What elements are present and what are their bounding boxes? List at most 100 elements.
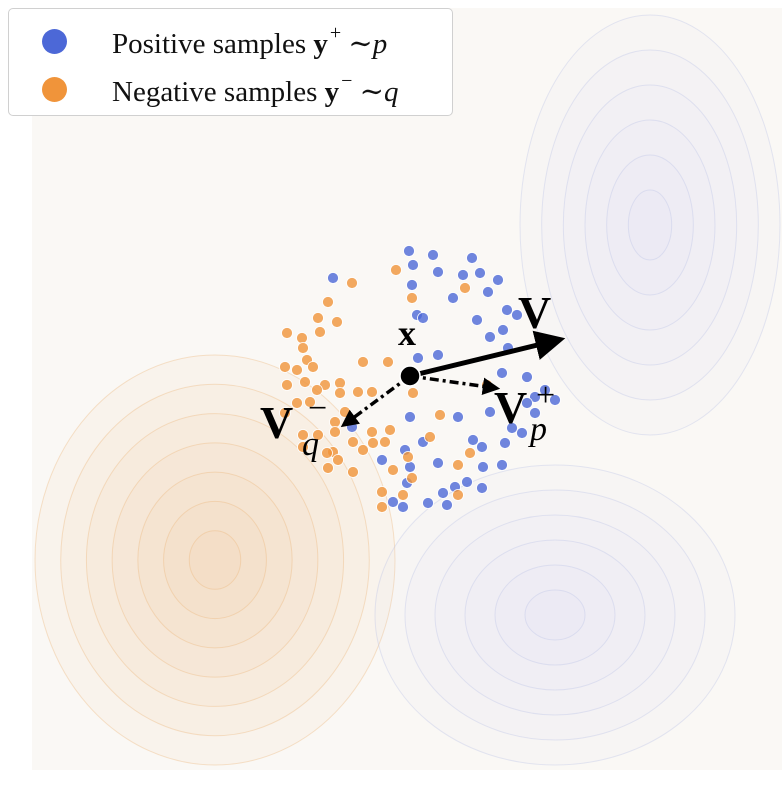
positive-sample-point: [539, 384, 551, 396]
anchor-point-x: [399, 365, 421, 387]
vector-arrow-vp: [409, 374, 501, 395]
positive-marker-icon: [42, 28, 67, 54]
positive-sample-point: [403, 245, 415, 257]
negative-sample-point: [279, 361, 291, 373]
negative-sample-point: [297, 342, 309, 354]
negative-sample-point: [464, 447, 476, 459]
negative-sample-point: [312, 312, 324, 324]
positive-sample-point: [506, 422, 518, 434]
negative-sample-point: [397, 489, 409, 501]
positive-sample-point: [466, 252, 478, 264]
legend-positive-text: Positive samples: [112, 27, 307, 60]
negative-sample-point: [314, 326, 326, 338]
legend-item-negative: Negative samples y − ∼q: [9, 69, 452, 109]
positive-sample-point: [497, 324, 509, 336]
negative-sample-point: [406, 472, 418, 484]
negative-density-contour: [111, 442, 319, 678]
negative-sample-point: [329, 426, 341, 438]
positive-sample-point: [484, 331, 496, 343]
negative-sample-point: [406, 292, 418, 304]
positive-density-contour: [374, 464, 736, 766]
positive-sample-point: [467, 434, 479, 446]
negative-sample-point: [390, 264, 402, 276]
negative-sample-point: [347, 466, 359, 478]
negative-sample-point: [321, 447, 333, 459]
legend-negative-var: y: [324, 75, 340, 108]
legend: Positive samples y + ∼p Negative samples …: [8, 8, 453, 116]
positive-sample-point: [529, 391, 541, 403]
positive-sample-point: [457, 269, 469, 281]
positive-sample-point: [492, 274, 504, 286]
negative-sample-point: [304, 396, 316, 408]
negative-sample-point: [291, 397, 303, 409]
density-contours: [34, 14, 781, 766]
negative-sample-point: [331, 316, 343, 328]
positive-sample-point: [484, 406, 496, 418]
label-vp: V + p: [494, 379, 555, 447]
label-vq-sup: −: [308, 390, 328, 427]
negative-sample-point: [434, 409, 446, 421]
positive-sample-point: [549, 394, 561, 406]
positive-sample-point: [499, 437, 511, 449]
positive-density-contour: [519, 14, 781, 436]
label-vp-sup: +: [536, 377, 556, 414]
negative-sample-point: [311, 384, 323, 396]
negative-sample-point: [322, 296, 334, 308]
positive-sample-point: [516, 427, 528, 439]
label-vq-sub: q: [302, 426, 319, 463]
label-vp-sub: p: [530, 411, 547, 448]
negative-marker-icon: [42, 76, 67, 102]
negative-sample-point: [281, 379, 293, 391]
positive-density-contour: [464, 539, 646, 691]
positive-sample-point: [447, 292, 459, 304]
negative-density-contour: [188, 530, 242, 590]
vectors: [340, 330, 566, 428]
positive-sample-point: [471, 314, 483, 326]
positive-sample-point: [511, 309, 523, 321]
negative-sample-point: [279, 407, 291, 419]
negative-sample-point: [332, 454, 344, 466]
negative-sample-point: [347, 436, 359, 448]
positive-sample-point: [521, 371, 533, 383]
negative-density-contour: [34, 354, 396, 766]
negative-sample-point: [339, 406, 351, 418]
positive-sample-point: [346, 421, 358, 433]
negative-sample-point: [367, 437, 379, 449]
positive-density-contour: [434, 514, 676, 716]
negative-sample-point: [322, 462, 334, 474]
positive-sample-point: [387, 496, 399, 508]
positive-sample-point: [404, 411, 416, 423]
positive-sample-point: [461, 476, 473, 488]
negative-sample-point: [291, 364, 303, 376]
positive-sample-point: [476, 482, 488, 494]
positive-sample-point: [412, 352, 424, 364]
positive-density-contour: [627, 189, 673, 261]
negative-sample-point: [299, 376, 311, 388]
legend-negative-dist: q: [383, 75, 399, 108]
negative-sample-point: [407, 387, 419, 399]
positive-sample-point: [407, 259, 419, 271]
legend-negative-rel: ∼: [359, 75, 384, 108]
negative-density-contour: [137, 471, 293, 649]
positive-sample-point: [441, 499, 453, 511]
positive-density-contour: [562, 84, 738, 366]
negative-sample-point: [352, 386, 364, 398]
legend-positive-rel: ∼: [348, 27, 373, 60]
legend-positive-var: y: [313, 27, 328, 60]
positive-sample-point: [327, 272, 339, 284]
positive-sample-point: [427, 249, 439, 261]
negative-sample-point: [452, 459, 464, 471]
legend-negative-text: Negative samples: [112, 75, 318, 108]
positive-density-contour: [541, 49, 759, 401]
negative-sample-point: [376, 486, 388, 498]
sample-points: [279, 245, 561, 513]
legend-item-positive: Positive samples y + ∼p: [9, 21, 452, 61]
positive-sample-point: [404, 461, 416, 473]
label-vp-main: V: [494, 382, 528, 433]
positive-sample-point: [476, 441, 488, 453]
positive-sample-point: [482, 286, 494, 298]
negative-sample-point: [281, 327, 293, 339]
positive-density-contour: [584, 119, 716, 331]
negative-sample-point: [329, 416, 341, 428]
negative-sample-point: [366, 386, 378, 398]
